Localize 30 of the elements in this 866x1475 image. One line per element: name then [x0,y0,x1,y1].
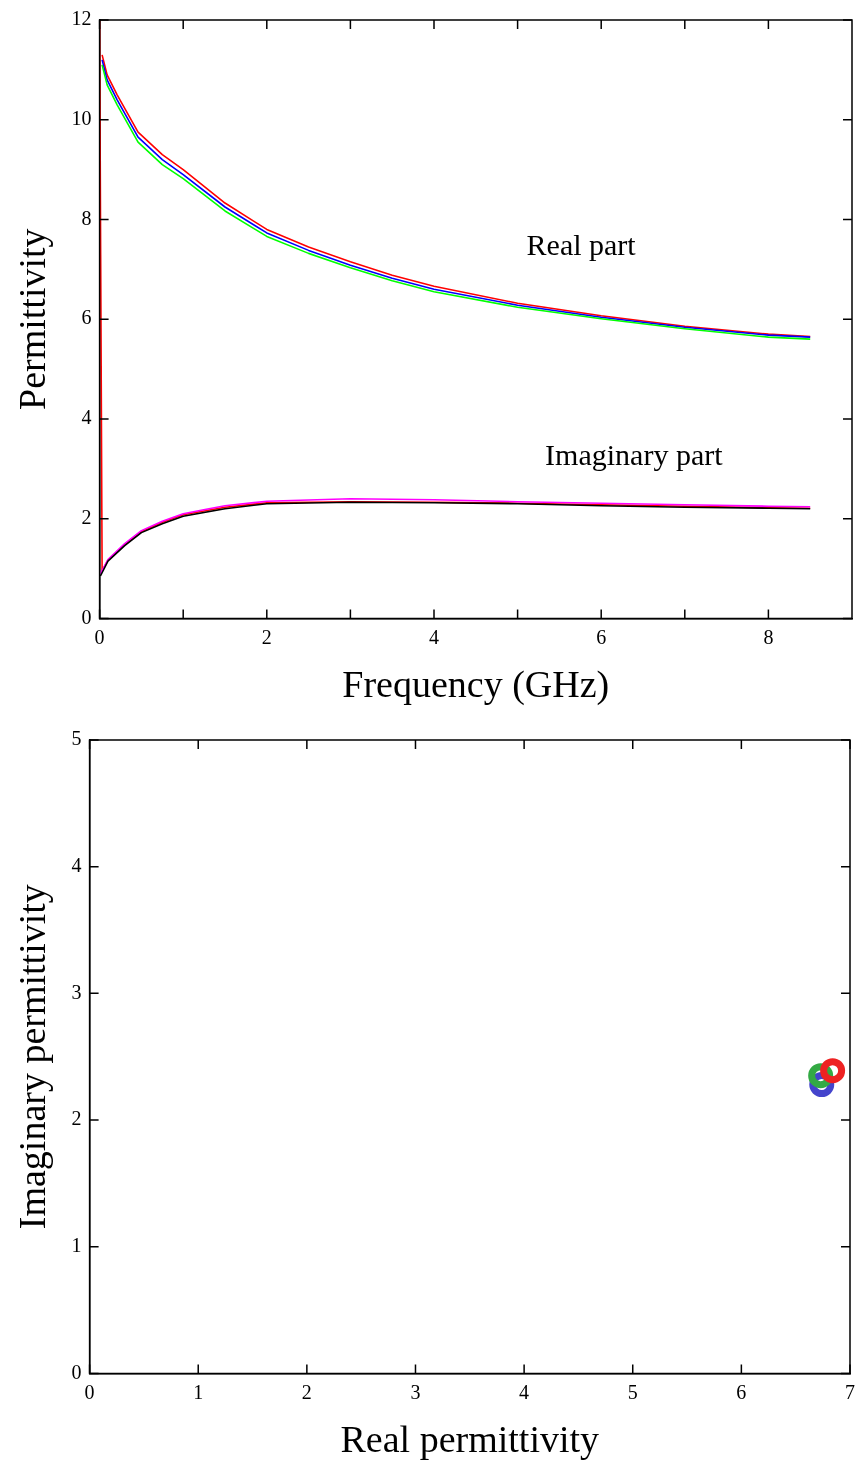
y-tick-label: 4 [71,853,82,876]
x-tick-label: 6 [596,625,607,648]
y-tick-label: 2 [71,1107,82,1130]
x-tick-label: 4 [429,625,439,648]
y-tick-label: 12 [71,7,92,30]
y-tick-label: 10 [71,106,92,129]
y-tick-label: 1 [71,1233,82,1256]
y-tick-label: 6 [81,306,92,329]
x-tick-label: 1 [193,1380,204,1403]
annotation: Real part [526,228,637,262]
y-tick-label: 8 [81,206,92,229]
x-tick-label: 4 [519,1380,530,1403]
x-tick-label: 3 [410,1380,421,1403]
x-tick-label: 5 [627,1380,638,1403]
y-tick-label: 5 [71,727,82,750]
x-tick-label: 6 [736,1380,747,1403]
x-tick-label: 2 [301,1380,312,1403]
y-tick-label: 0 [81,605,92,628]
x-tick-label: 7 [845,1380,855,1403]
x-axis-title: Frequency (GHz) [342,663,610,707]
y-tick-label: 3 [71,980,82,1003]
y-tick-label: 4 [81,406,92,429]
x-tick-label: 2 [261,625,272,648]
x-axis-title: Real permittivity [340,1418,600,1461]
y-tick-label: 2 [81,505,92,528]
y-axis-title: Imaginary permittivity [10,884,53,1230]
y-tick-label: 0 [71,1360,82,1383]
x-tick-label: 8 [763,625,774,648]
y-axis-title: Permittivity [10,228,53,410]
annotation: Imaginary part [545,437,724,471]
